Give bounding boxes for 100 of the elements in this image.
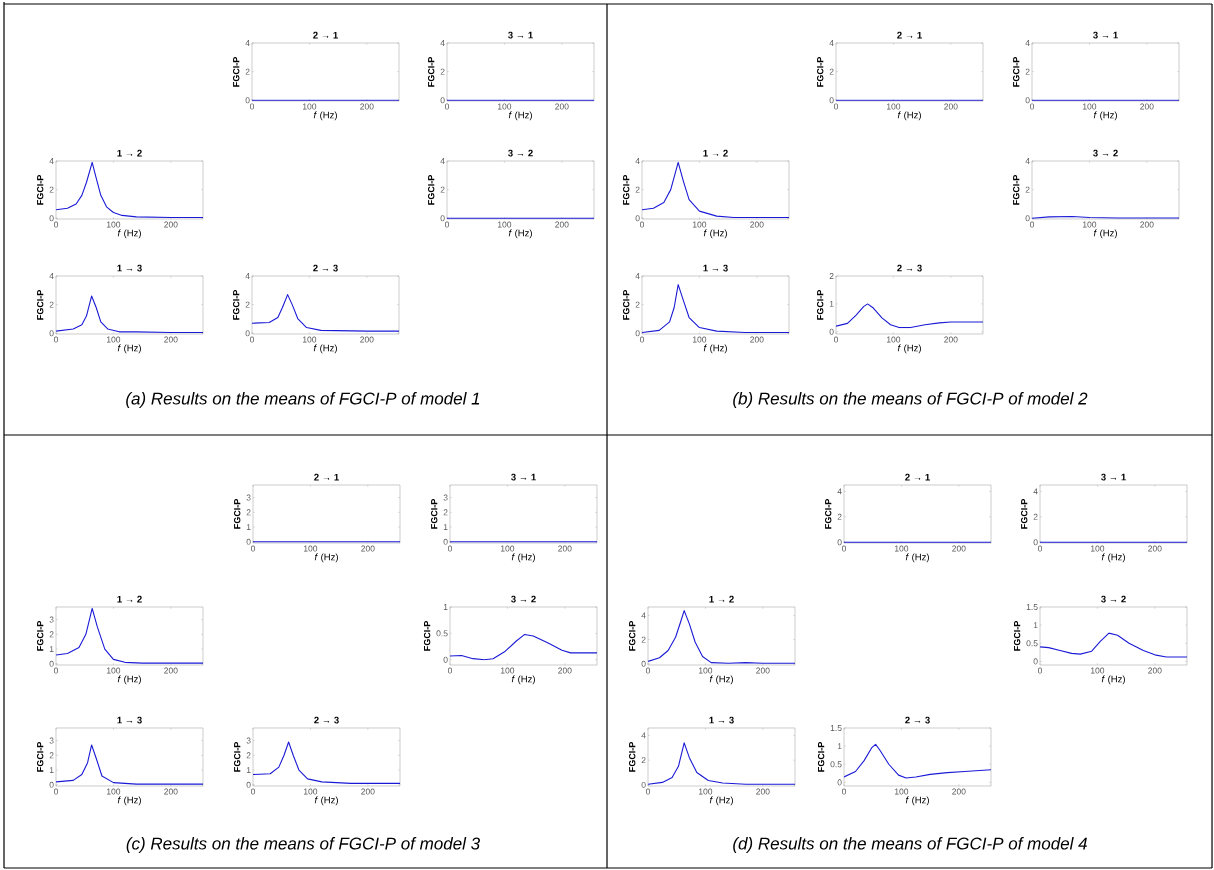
y-tick-label: 0 xyxy=(635,330,640,337)
x-tick-label: 100 xyxy=(692,221,707,228)
y-tick-label: 0 xyxy=(245,330,250,337)
y-tick-label: 4 xyxy=(635,273,640,279)
x-tick-label: 100 xyxy=(497,221,512,228)
chart-title: 2 → 1 xyxy=(897,31,922,39)
x-tick-label: 200 xyxy=(952,545,966,552)
y-axis-title: FGCI-P xyxy=(817,742,825,772)
y-tick-label: 2 xyxy=(641,757,646,764)
x-tick-label: 200 xyxy=(555,221,569,228)
x-tick-label: 200 xyxy=(558,545,572,552)
y-tick-label: 4 xyxy=(641,612,646,619)
y-axis-title: FGCI-P xyxy=(1013,175,1020,205)
x-axis-title: f (Hz) xyxy=(897,111,921,121)
x-axis-title: f (Hz) xyxy=(709,675,733,685)
y-tick-label: 0 xyxy=(635,215,640,222)
y-tick-label: 0 xyxy=(1033,658,1038,665)
text: (c) Results on the means of FGCI-P of model 3 xyxy=(126,837,480,853)
x-tick-label: 100 xyxy=(886,103,901,110)
y-tick-label: 0 xyxy=(443,538,448,545)
x-tick-label: 200 xyxy=(360,336,374,343)
x-axis-title: f (Hz) xyxy=(905,553,929,563)
chart-title: 1 → 2 xyxy=(709,595,734,603)
line-series xyxy=(1040,632,1188,658)
y-tick-label: 0 xyxy=(837,779,842,786)
x-axis-title: f (Hz) xyxy=(1093,229,1117,239)
chart-title: 3 → 1 xyxy=(508,31,533,39)
y-axis-title: FGCI-P xyxy=(37,742,44,772)
y-tick-label: 4 xyxy=(635,158,640,164)
y-tick-label: 0 xyxy=(246,781,251,788)
x-tick-label: 100 xyxy=(106,788,121,795)
x-tick-label: 100 xyxy=(303,545,318,552)
y-tick-label: 2 xyxy=(641,636,646,643)
line-series xyxy=(56,744,203,785)
y-tick-label: 0 xyxy=(829,97,834,104)
line-series xyxy=(56,161,203,219)
y-tick-label: 2 xyxy=(440,186,445,193)
y-tick-label: 2 xyxy=(440,68,445,75)
y-tick-label: 2 xyxy=(49,301,54,308)
y-tick-label: 0 xyxy=(641,660,646,667)
x-tick-label: 100 xyxy=(894,788,909,795)
x-tick-label: 200 xyxy=(944,336,958,343)
y-tick-label: 2 xyxy=(1033,513,1038,520)
chart-title: 1 → 3 xyxy=(709,716,734,724)
y-tick-label: 1.5 xyxy=(830,725,842,731)
y-tick-label: 1 xyxy=(443,604,448,610)
y-axis-title: FGCI-P xyxy=(623,290,630,320)
y-tick-label: 1 xyxy=(49,767,54,773)
line-series xyxy=(844,743,992,779)
y-axis-title: FGCI-P xyxy=(37,175,44,205)
y-axis-title: FGCI-P xyxy=(233,290,240,320)
chart-title: 3 → 1 xyxy=(1093,31,1118,39)
x-tick-label: 200 xyxy=(164,336,178,343)
x-tick-label: 200 xyxy=(1148,545,1162,552)
x-axis-title: f (Hz) xyxy=(709,796,733,806)
y-tick-label: 2 xyxy=(829,273,834,279)
y-tick-label: 2 xyxy=(49,186,54,193)
chart-title: 1 → 3 xyxy=(117,716,142,724)
y-tick-label: 2 xyxy=(1025,68,1030,75)
x-axis-title: f (Hz) xyxy=(314,796,338,806)
y-axis-title: FGCI-P xyxy=(1013,57,1020,87)
chart-title: 2 → 1 xyxy=(314,473,339,481)
x-tick-label: 200 xyxy=(361,545,375,552)
chart-title: 1 → 3 xyxy=(117,264,142,272)
x-tick-label: 200 xyxy=(164,221,178,228)
x-axis-title: f (Hz) xyxy=(508,229,532,239)
x-axis-title: f (Hz) xyxy=(897,344,921,354)
y-tick-label: 1 xyxy=(49,646,54,652)
y-axis-title: FGCI-P xyxy=(234,499,241,529)
y-tick-label: 2 xyxy=(635,301,640,308)
line-series xyxy=(836,303,984,329)
y-axis-title: FGCI-P xyxy=(428,175,435,205)
y-tick-label: 2 xyxy=(49,631,54,638)
text: (b) Results on the means of FGCI-P of model 2 xyxy=(733,392,1088,408)
x-tick-label: 200 xyxy=(750,336,764,343)
chart-title: 2 → 3 xyxy=(897,264,922,272)
x-tick-label: 200 xyxy=(164,667,178,674)
x-tick-label: 200 xyxy=(952,788,966,795)
x-axis-title: f (Hz) xyxy=(313,111,337,121)
y-tick-label: 1 xyxy=(246,767,251,773)
y-tick-label: 0.5 xyxy=(1026,640,1038,647)
line-series xyxy=(642,161,790,219)
y-axis-title: FGCI-P xyxy=(37,621,44,651)
y-tick-label: 0 xyxy=(440,97,445,104)
x-tick-label: 200 xyxy=(558,667,572,674)
x-tick-label: 100 xyxy=(303,788,318,795)
line-series xyxy=(450,633,598,661)
x-axis-title: f (Hz) xyxy=(313,344,337,354)
x-tick-label: 100 xyxy=(302,103,317,110)
y-tick-label: 2 xyxy=(245,301,250,308)
y-tick-label: 3 xyxy=(49,737,54,744)
y-tick-label: 0.5 xyxy=(436,630,448,637)
y-tick-label: 0 xyxy=(1025,97,1030,104)
chart-title: 3 → 2 xyxy=(511,595,536,603)
y-tick-label: 0 xyxy=(641,781,646,788)
x-axis-title: f (Hz) xyxy=(314,553,338,563)
text: (a) Results on the means of FGCI-P of model 1 xyxy=(126,392,480,408)
y-tick-label: 4 xyxy=(245,273,250,279)
x-tick-label: 100 xyxy=(106,667,121,674)
x-axis-title: f (Hz) xyxy=(703,229,727,239)
